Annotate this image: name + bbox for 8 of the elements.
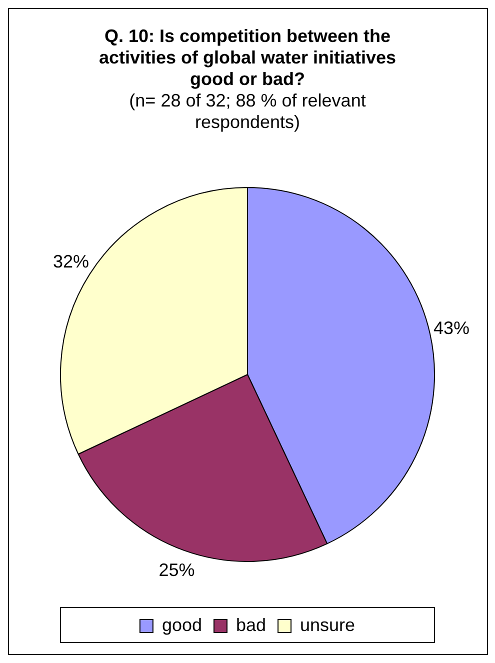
chart-title: Q. 10: Is competition between the activities of global water initiatives good or bad? (98, 26, 396, 89)
legend-label: bad (236, 614, 266, 635)
chart-subtitle: (n= 28 of 32; 88 % of relevant respondents) (129, 90, 366, 132)
data-label: 43% (433, 318, 470, 338)
legend-label: good (162, 614, 202, 635)
legend-label: unsure (300, 614, 356, 635)
data-label: 25% (158, 560, 195, 580)
data-label: 32% (53, 251, 90, 272)
